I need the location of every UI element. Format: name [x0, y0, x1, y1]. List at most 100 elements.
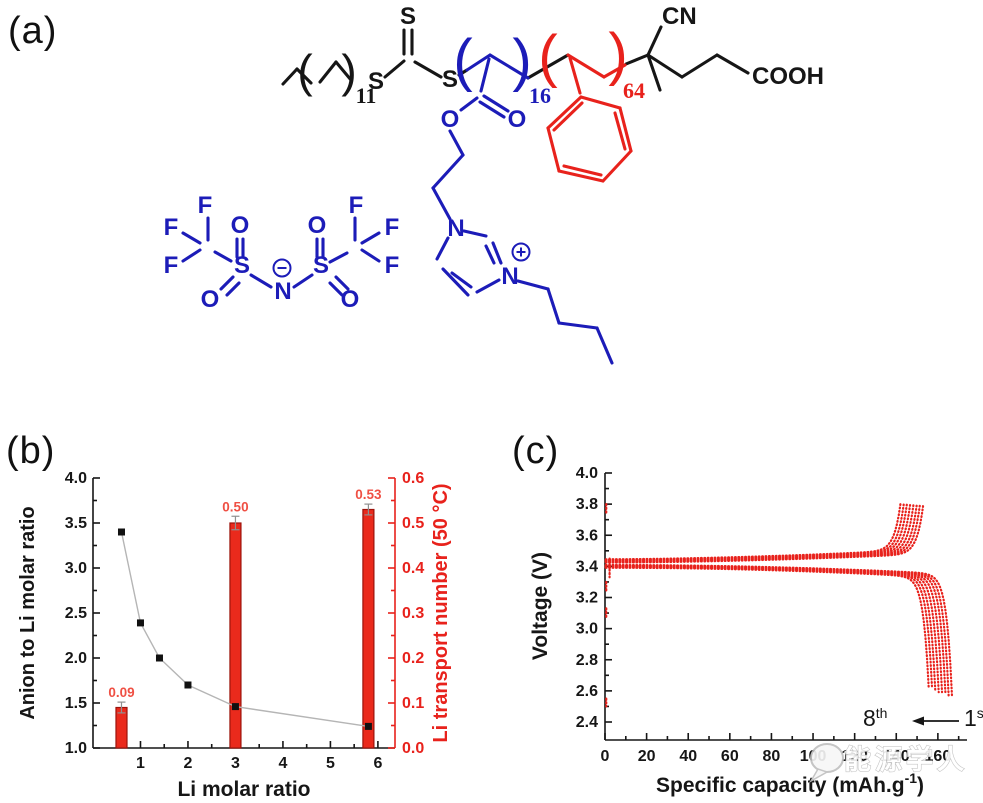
svg-text:2.8: 2.8	[576, 652, 598, 669]
panel-c-chart: 2.42.62.83.03.23.43.63.84.00204060801001…	[529, 465, 983, 797]
svg-text:4.0: 4.0	[65, 470, 87, 487]
svg-text:2: 2	[184, 755, 193, 772]
svg-text:0.6: 0.6	[402, 470, 424, 487]
svg-text:S: S	[442, 66, 458, 93]
svg-text:O: O	[308, 212, 327, 239]
panel-b-chart: 1.0 1.5 2.0 2.5 3.0 3.5 4.0 1 2 3 4 5 6 0.0 0.1 0.2 0.3 0…	[17, 470, 452, 801]
svg-text:S: S	[234, 252, 250, 279]
structure-charge-symbols	[272, 242, 531, 278]
svg-text:1.5: 1.5	[65, 695, 87, 712]
svg-text:N: N	[447, 215, 464, 242]
svg-text:3.8: 3.8	[576, 496, 598, 513]
svg-text:): )	[512, 28, 531, 93]
c-charge-discharge-curves	[604, 503, 954, 708]
watermark-logo: 能源学人	[808, 743, 968, 784]
svg-text:2.5: 2.5	[65, 605, 87, 622]
svg-text:3.4: 3.4	[576, 558, 598, 575]
svg-text:): )	[608, 22, 627, 87]
svg-text:): )	[341, 45, 356, 97]
svg-text:F: F	[349, 192, 364, 219]
svg-text:F: F	[164, 214, 179, 241]
svg-text:60: 60	[721, 748, 739, 765]
b-tick-labels: 1.0 1.5 2.0 2.5 3.0 3.5 4.0 1 2 3 4 5 6 0.0 0.1 0.2 0.3 0…	[65, 470, 425, 772]
svg-text:Voltage (V): Voltage (V)	[529, 552, 552, 660]
svg-text:2.6: 2.6	[576, 683, 598, 700]
svg-text:O: O	[231, 212, 250, 239]
svg-text:6: 6	[373, 755, 382, 772]
b-transport-number-bars	[115, 508, 375, 749]
svg-text:3: 3	[231, 755, 240, 772]
svg-text:Specific capacity (mAh.g-1): Specific capacity (mAh.g-1)	[656, 770, 924, 797]
svg-text:0: 0	[601, 748, 610, 765]
svg-text:Anion to Li molar ratio: Anion to Li molar ratio	[17, 506, 39, 719]
svg-text:Li molar ratio: Li molar ratio	[177, 778, 310, 801]
svg-text:S: S	[368, 68, 384, 95]
svg-text:S: S	[313, 252, 329, 279]
b-axis-titles: Anion to Li molar ratio Li transport numb…	[17, 483, 452, 801]
svg-text:4.0: 4.0	[576, 465, 598, 482]
svg-text:3.0: 3.0	[576, 621, 598, 638]
svg-text:F: F	[164, 252, 179, 279]
svg-text:F: F	[385, 214, 400, 241]
svg-text:11: 11	[356, 83, 377, 108]
c-axes	[604, 472, 967, 741]
svg-text:(: (	[538, 24, 557, 89]
panel-b-label: (b)	[6, 430, 56, 472]
svg-text:O: O	[201, 286, 220, 313]
c-axis-titles: Voltage (V) Specific capacity (mAh.g-1)	[529, 552, 924, 797]
svg-text:N: N	[274, 278, 291, 305]
svg-text:5: 5	[326, 755, 335, 772]
svg-text:0.0: 0.0	[402, 740, 424, 757]
svg-text:0.53: 0.53	[355, 487, 382, 502]
svg-text:(: (	[297, 45, 313, 97]
svg-text:O: O	[441, 106, 460, 133]
svg-text:160: 160	[925, 748, 952, 765]
b-anion-ratio-line	[117, 528, 372, 730]
watermark-text: 能源学人	[844, 744, 968, 775]
svg-text:1st: 1st	[964, 705, 983, 731]
svg-text:CN: CN	[662, 3, 697, 30]
svg-text:2.0: 2.0	[65, 650, 87, 667]
svg-text:2.4: 2.4	[576, 714, 598, 731]
svg-text:COOH: COOH	[752, 63, 824, 90]
svg-text:64: 64	[623, 78, 645, 103]
svg-text:0.1: 0.1	[402, 695, 424, 712]
b-bar-value-labels: 0.09 0.50 0.53	[108, 487, 382, 700]
svg-text:0.3: 0.3	[402, 605, 424, 622]
panel-c-label: (c)	[512, 430, 560, 472]
svg-text:O: O	[508, 106, 527, 133]
svg-text:140: 140	[883, 748, 910, 765]
svg-text:F: F	[198, 192, 213, 219]
panel-a-label: (a)	[8, 10, 58, 52]
svg-text:0.50: 0.50	[222, 499, 248, 514]
svg-text:0.09: 0.09	[108, 685, 134, 700]
c-cycle-annotation: 8th 1st	[863, 705, 983, 731]
svg-text:S: S	[400, 3, 416, 30]
svg-text:120: 120	[841, 748, 868, 765]
svg-text:3.6: 3.6	[576, 527, 598, 544]
svg-text:8th: 8th	[863, 705, 887, 731]
svg-text:N: N	[501, 263, 518, 290]
svg-text:3.5: 3.5	[65, 515, 87, 532]
svg-text:F: F	[385, 252, 400, 279]
svg-text:1.0: 1.0	[65, 740, 87, 757]
structure-repeat-subscripts: 11 16 64	[356, 78, 645, 108]
svg-text:3.2: 3.2	[576, 590, 598, 607]
svg-text:80: 80	[763, 748, 781, 765]
structure-bonds	[181, 25, 750, 365]
svg-text:0.2: 0.2	[402, 650, 424, 667]
svg-text:16: 16	[529, 83, 551, 108]
svg-text:Li transport number (50 °C): Li transport number (50 °C)	[430, 483, 452, 742]
svg-text:1: 1	[136, 755, 145, 772]
svg-text:O: O	[341, 286, 360, 313]
svg-text:20: 20	[638, 748, 656, 765]
svg-text:3.0: 3.0	[65, 560, 87, 577]
svg-text:(: (	[453, 28, 472, 93]
svg-text:0.5: 0.5	[402, 515, 424, 532]
b-error-bars	[117, 503, 373, 714]
svg-text:4: 4	[278, 755, 287, 772]
svg-text:0.4: 0.4	[402, 560, 424, 577]
